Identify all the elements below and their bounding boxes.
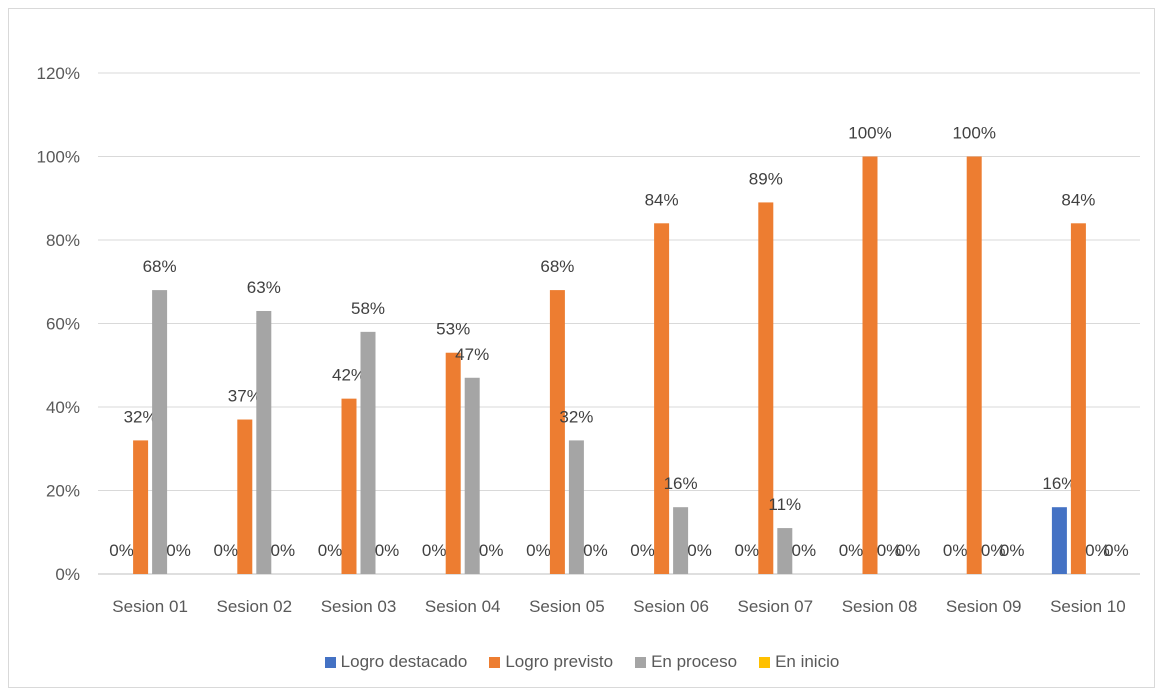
- data-label: 68%: [143, 257, 177, 276]
- x-tick-label: Sesion 08: [842, 597, 918, 616]
- bar-en-proceso: [777, 528, 793, 574]
- data-label: 0%: [839, 541, 864, 560]
- data-label: 16%: [664, 474, 698, 493]
- x-tick-label: Sesion 10: [1050, 597, 1126, 616]
- legend-item: En inicio: [759, 652, 839, 672]
- data-label: 32%: [124, 407, 158, 426]
- x-tick-label: Sesion 01: [112, 597, 188, 616]
- data-label: 0%: [630, 541, 655, 560]
- data-label: 89%: [749, 169, 783, 188]
- x-tick-label: Sesion 04: [425, 597, 501, 616]
- data-label: 0%: [792, 541, 817, 560]
- legend-item: En proceso: [635, 652, 737, 672]
- legend-swatch: [489, 656, 501, 668]
- data-label: 0%: [1104, 541, 1129, 560]
- data-label: 0%: [877, 541, 902, 560]
- bar-logro-previsto: [341, 398, 357, 574]
- data-label: 63%: [247, 278, 281, 297]
- data-label: 0%: [1000, 541, 1025, 560]
- data-label: 84%: [1061, 190, 1095, 209]
- data-label: 0%: [735, 541, 760, 560]
- bar-en-proceso: [152, 290, 168, 574]
- legend-label: Logro previsto: [505, 652, 614, 671]
- legend-label: Logro destacado: [340, 652, 468, 671]
- data-label: 100%: [848, 124, 891, 143]
- data-label: 0%: [166, 541, 191, 560]
- legend-item: Logro destacado: [324, 652, 468, 672]
- bar-en-proceso: [673, 507, 689, 574]
- legend-label: En proceso: [651, 652, 738, 671]
- bar-en-proceso: [256, 310, 272, 574]
- data-label: 16%: [1042, 474, 1076, 493]
- bar-en-proceso: [568, 440, 584, 574]
- y-tick-label: 20%: [46, 482, 80, 501]
- data-label: 32%: [559, 407, 593, 426]
- data-label: 0%: [375, 541, 400, 560]
- legend: Logro destacado Logro previsto En proceso E…: [0, 652, 1164, 672]
- y-tick-label: 100%: [37, 148, 80, 167]
- data-label: 0%: [943, 541, 968, 560]
- data-label: 0%: [526, 541, 551, 560]
- x-tick-label: Sesion 09: [946, 597, 1022, 616]
- x-tick-label: Sesion 07: [737, 597, 813, 616]
- bar-en-proceso: [360, 331, 376, 574]
- data-label: 0%: [109, 541, 134, 560]
- legend-swatch: [759, 656, 771, 668]
- bar-logro-previsto: [862, 156, 878, 574]
- data-label: 0%: [422, 541, 447, 560]
- data-label: 0%: [981, 541, 1006, 560]
- y-tick-label: 120%: [37, 64, 80, 83]
- data-label: 68%: [540, 257, 574, 276]
- bar-logro-previsto: [549, 290, 565, 574]
- bar-logro-previsto: [237, 419, 253, 574]
- data-label: 0%: [1085, 541, 1110, 560]
- bar-en-proceso: [464, 377, 480, 574]
- legend-label: En inicio: [775, 652, 840, 671]
- data-label: 100%: [952, 124, 995, 143]
- data-label: 42%: [332, 366, 366, 385]
- bar-logro-previsto: [1070, 223, 1086, 575]
- data-label: 0%: [479, 541, 504, 560]
- data-label: 0%: [271, 541, 296, 560]
- bar-logro-previsto: [445, 352, 461, 574]
- legend-swatch: [324, 656, 336, 668]
- y-tick-label: 80%: [46, 231, 80, 250]
- bar-logro-previsto: [758, 202, 774, 575]
- data-label: 0%: [318, 541, 343, 560]
- y-tick-label: 0%: [55, 565, 80, 584]
- data-label: 0%: [687, 541, 712, 560]
- x-tick-label: Sesion 06: [633, 597, 709, 616]
- data-label: 0%: [214, 541, 239, 560]
- bar-logro-destacado: [1051, 507, 1067, 574]
- bar-logro-previsto: [654, 223, 670, 575]
- bar-logro-previsto: [966, 156, 982, 574]
- bar-logro-previsto: [133, 440, 149, 574]
- data-label: 58%: [351, 299, 385, 318]
- data-label: 0%: [896, 541, 921, 560]
- y-tick-label: 60%: [46, 315, 80, 334]
- chart-frame: [8, 8, 1155, 688]
- data-label: 47%: [455, 345, 489, 364]
- data-label: 37%: [228, 387, 262, 406]
- legend-swatch: [635, 656, 647, 668]
- x-tick-label: Sesion 02: [216, 597, 292, 616]
- y-tick-label: 40%: [46, 398, 80, 417]
- x-tick-label: Sesion 03: [321, 597, 397, 616]
- x-tick-label: Sesion 05: [529, 597, 605, 616]
- legend-item: Logro previsto: [489, 652, 613, 672]
- data-label: 84%: [645, 190, 679, 209]
- data-label: 11%: [768, 495, 801, 514]
- data-label: 0%: [583, 541, 608, 560]
- data-label: 53%: [436, 320, 470, 339]
